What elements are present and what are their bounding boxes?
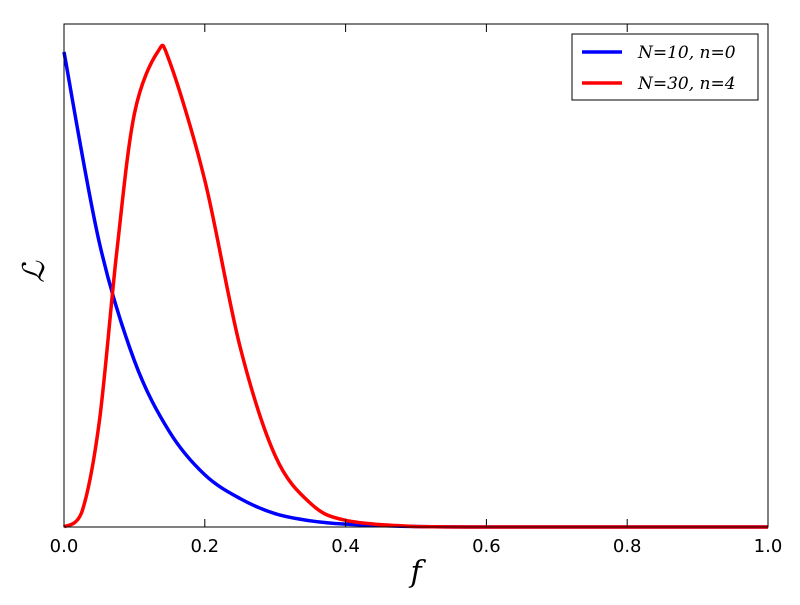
legend: N=10, n=0 N=30, n=4 <box>571 33 759 101</box>
x-tick-label: 0.8 <box>613 536 642 557</box>
x-axis-ticks: 0.0 0.2 0.4 0.6 0.8 1.0 <box>50 24 783 557</box>
legend-label-n10: N=10, n=0 <box>637 43 736 63</box>
plot-frame <box>63 23 769 528</box>
plot-area-background <box>64 24 768 527</box>
x-axis-label: f <box>408 555 426 590</box>
x-tick-label: 0.4 <box>331 536 360 557</box>
legend-box <box>571 33 759 101</box>
x-tick-label: 1.0 <box>754 536 783 557</box>
y-axis-label: ℒ <box>17 260 52 283</box>
legend-label-n30: N=30, n=4 <box>637 74 736 94</box>
x-tick-label: 0.0 <box>50 536 79 557</box>
x-tick-label: 0.2 <box>190 536 219 557</box>
x-tick-label: 0.6 <box>472 536 501 557</box>
